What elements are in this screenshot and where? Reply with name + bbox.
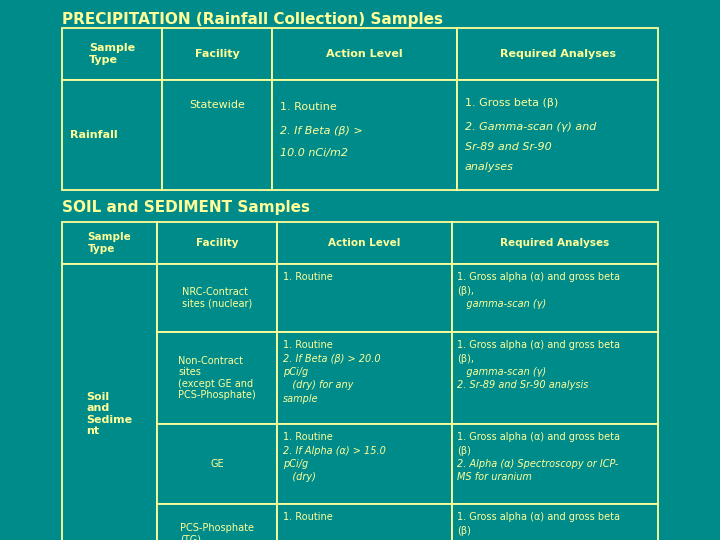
Text: (β),: (β), <box>457 286 474 295</box>
Bar <box>277 222 452 264</box>
Text: 1. Routine: 1. Routine <box>283 432 333 442</box>
Text: Soil
and
Sedime
nt: Soil and Sedime nt <box>86 392 132 436</box>
Text: PCS-Phosphate
(TG): PCS-Phosphate (TG) <box>180 523 254 540</box>
Text: 2. If Beta (β) >: 2. If Beta (β) > <box>280 126 363 136</box>
Text: 2. Gamma-scan (γ) and: 2. Gamma-scan (γ) and <box>465 122 596 132</box>
Bar <box>157 264 277 332</box>
Text: pCi/g: pCi/g <box>283 459 308 469</box>
Text: gamma-scan (γ): gamma-scan (γ) <box>457 299 546 309</box>
Text: Action Level: Action Level <box>328 238 401 248</box>
Text: (dry): (dry) <box>283 472 316 483</box>
Text: Sample
Type: Sample Type <box>88 232 131 254</box>
Text: Non-Contract
sites
(except GE and
PCS-Phosphate): Non-Contract sites (except GE and PCS-Ph… <box>178 356 256 400</box>
Text: Statewide: Statewide <box>189 100 245 110</box>
Bar <box>452 264 658 332</box>
Bar <box>162 80 272 190</box>
Bar <box>272 80 457 190</box>
Text: Sr-89 and Sr-90: Sr-89 and Sr-90 <box>465 142 552 152</box>
Bar <box>157 504 277 540</box>
Text: 2. Alpha (α) Spectroscopy or ICP-: 2. Alpha (α) Spectroscopy or ICP- <box>457 459 618 469</box>
Text: Facility: Facility <box>194 49 239 59</box>
Text: GE: GE <box>210 459 224 469</box>
Text: Sample
Type: Sample Type <box>89 43 135 65</box>
Text: 1. Routine: 1. Routine <box>280 102 337 112</box>
Text: (β),: (β), <box>457 354 474 363</box>
Bar <box>277 424 452 504</box>
Text: 2. Sr-89 and Sr-90 analysis: 2. Sr-89 and Sr-90 analysis <box>457 381 588 390</box>
Text: 1. Gross alpha (α) and gross beta: 1. Gross alpha (α) and gross beta <box>457 432 620 442</box>
Text: sample: sample <box>283 394 319 404</box>
Bar <box>162 28 272 80</box>
Text: (β): (β) <box>457 446 471 456</box>
Text: PRECIPITATION (Rainfall Collection) Samples: PRECIPITATION (Rainfall Collection) Samp… <box>62 12 443 27</box>
Bar <box>62 222 157 264</box>
Bar <box>62 28 162 80</box>
Bar <box>452 222 658 264</box>
Text: analyses: analyses <box>465 162 514 172</box>
Text: Required Analyses: Required Analyses <box>500 49 616 59</box>
Text: 1. Routine: 1. Routine <box>283 340 333 350</box>
Bar <box>457 28 658 80</box>
Bar <box>272 28 457 80</box>
Text: 2. If Alpha (α) > 15.0: 2. If Alpha (α) > 15.0 <box>283 446 386 456</box>
Text: 1. Routine: 1. Routine <box>283 512 333 522</box>
Text: pCi/g: pCi/g <box>283 367 308 377</box>
Bar <box>277 504 452 540</box>
Bar <box>277 332 452 424</box>
Bar <box>277 264 452 332</box>
Bar <box>157 332 277 424</box>
Text: 10.0 nCi/m2: 10.0 nCi/m2 <box>280 148 348 158</box>
Text: 1. Gross alpha (α) and gross beta: 1. Gross alpha (α) and gross beta <box>457 340 620 350</box>
Bar <box>452 504 658 540</box>
Text: 1. Gross beta (β): 1. Gross beta (β) <box>465 98 558 108</box>
Text: Action Level: Action Level <box>326 49 402 59</box>
Text: 1. Routine: 1. Routine <box>283 272 333 282</box>
Text: (β): (β) <box>457 525 471 536</box>
Bar <box>457 80 658 190</box>
Bar <box>62 264 157 540</box>
Bar <box>62 80 162 190</box>
Text: Rainfall: Rainfall <box>70 130 117 140</box>
Text: 2. If Beta (β) > 20.0: 2. If Beta (β) > 20.0 <box>283 354 381 363</box>
Bar <box>157 222 277 264</box>
Text: MS for uranium: MS for uranium <box>457 472 532 483</box>
Text: Required Analyses: Required Analyses <box>500 238 610 248</box>
Text: SOIL and SEDIMENT Samples: SOIL and SEDIMENT Samples <box>62 200 310 215</box>
Text: Facility: Facility <box>196 238 238 248</box>
Text: NRC-Contract
sites (nuclear): NRC-Contract sites (nuclear) <box>182 287 252 309</box>
Text: 1. Gross alpha (α) and gross beta: 1. Gross alpha (α) and gross beta <box>457 272 620 282</box>
Bar <box>452 332 658 424</box>
Text: gamma-scan (γ): gamma-scan (γ) <box>457 367 546 377</box>
Text: 1. Gross alpha (α) and gross beta: 1. Gross alpha (α) and gross beta <box>457 512 620 522</box>
Bar <box>157 424 277 504</box>
Bar <box>452 424 658 504</box>
Text: (dry) for any: (dry) for any <box>283 381 354 390</box>
